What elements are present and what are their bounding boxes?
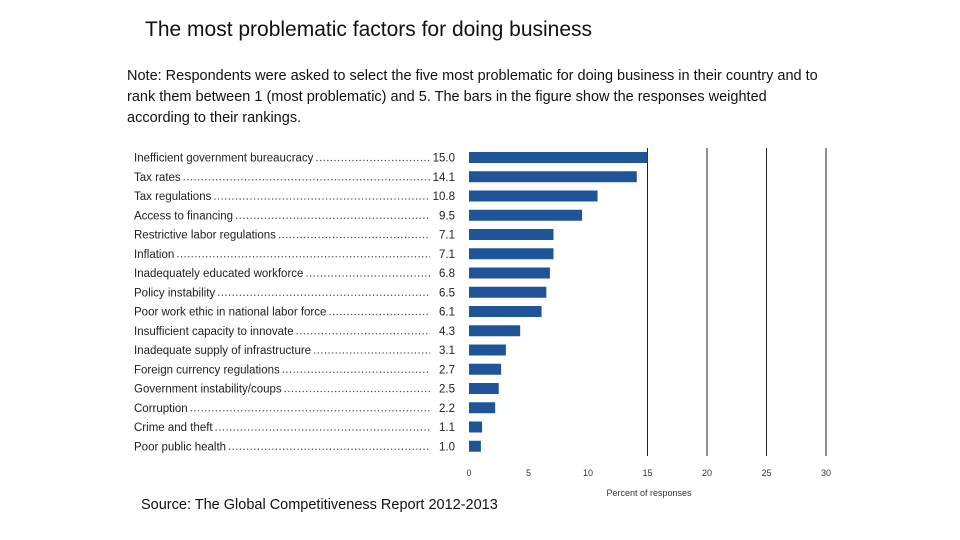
value-label: 10.8 [433,191,455,203]
category-label: Poor public health [134,441,226,453]
value-label: 1.0 [439,441,455,453]
category-label: Inadequate supply of infrastructure [134,345,311,357]
slide-title: The most problematic factors for doing b… [145,18,593,41]
bar [469,152,648,163]
x-tick-label: 0 [466,468,471,478]
category-label: Inefficient government bureaucracy [134,153,314,165]
bar [469,344,506,356]
value-label: 2.7 [439,364,455,376]
category-label: Government instability/coups [134,384,282,396]
category-label: Inadequately educated workforce [134,268,303,280]
bar [469,440,481,452]
bar [469,421,483,433]
x-tick-label: 10 [583,468,593,478]
bar [469,190,598,202]
bar [469,363,502,375]
category-label: Policy instability [134,287,215,299]
bar [469,248,554,260]
bar [469,325,521,337]
bar [469,306,542,317]
x-tick-label: 20 [702,468,712,478]
bar [469,209,583,221]
value-label: 7.1 [439,230,455,242]
category-label: Insufficient capacity to innovate [134,326,294,338]
value-label: 6.5 [439,287,455,299]
category-label: Corruption [134,403,188,415]
category-label: Foreign currency regulations [134,364,280,376]
value-label: 15.0 [433,153,455,165]
chart-note: Note: Respondents were asked to select t… [127,68,818,126]
x-tick-label: 15 [642,468,652,478]
value-label: 1.1 [439,422,455,434]
value-label: 14.1 [433,172,455,184]
bar [469,267,550,279]
value-label: 2.5 [439,384,455,396]
category-label: Restrictive labor regulations [134,230,276,242]
category-label: Tax regulations [134,191,212,203]
x-axis-label: Percent of responses [606,488,692,498]
bar [469,171,637,183]
category-label: Inflation [134,249,174,261]
value-label: 6.8 [439,268,455,280]
value-label: 6.1 [439,307,455,319]
x-tick-label: 30 [821,468,831,478]
bar [469,286,547,298]
value-label: 4.3 [439,326,455,338]
category-label: Tax rates [134,172,181,184]
category-label: Poor work ethic in national labor force [134,307,326,319]
value-label: 9.5 [439,210,455,222]
x-tick-label: 25 [761,468,771,478]
x-tick-label: 5 [526,468,531,478]
bar [469,229,554,240]
source-caption: Source: The Global Competitiveness Repor… [141,497,498,513]
category-label: Access to financing [134,210,233,222]
value-label: 7.1 [439,249,455,261]
value-label: 3.1 [439,345,455,357]
bar [469,402,496,414]
bar [469,383,499,394]
category-label: Crime and theft [134,422,213,434]
value-label: 2.2 [439,403,455,415]
